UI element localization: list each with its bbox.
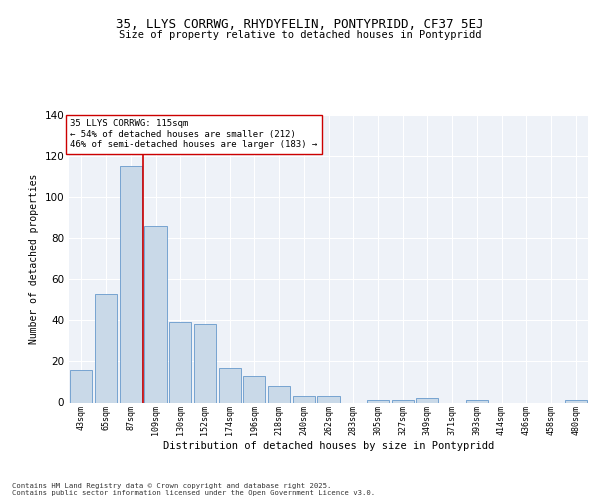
Bar [317, 396, 340, 402]
Bar [145, 226, 167, 402]
Bar [367, 400, 389, 402]
X-axis label: Distribution of detached houses by size in Pontypridd: Distribution of detached houses by size … [163, 441, 494, 451]
Bar [194, 324, 216, 402]
Bar [466, 400, 488, 402]
Bar [169, 322, 191, 402]
Bar [218, 368, 241, 402]
Y-axis label: Number of detached properties: Number of detached properties [29, 174, 39, 344]
Text: 35 LLYS CORRWG: 115sqm
← 54% of detached houses are smaller (212)
46% of semi-de: 35 LLYS CORRWG: 115sqm ← 54% of detached… [70, 120, 317, 149]
Bar [565, 400, 587, 402]
Bar [416, 398, 439, 402]
Bar [392, 400, 414, 402]
Bar [95, 294, 117, 403]
Text: Contains HM Land Registry data © Crown copyright and database right 2025.
Contai: Contains HM Land Registry data © Crown c… [12, 483, 375, 496]
Text: 35, LLYS CORRWG, RHYDYFELIN, PONTYPRIDD, CF37 5EJ: 35, LLYS CORRWG, RHYDYFELIN, PONTYPRIDD,… [116, 18, 484, 30]
Bar [119, 166, 142, 402]
Bar [268, 386, 290, 402]
Bar [70, 370, 92, 402]
Bar [293, 396, 315, 402]
Bar [243, 376, 265, 402]
Text: Size of property relative to detached houses in Pontypridd: Size of property relative to detached ho… [119, 30, 481, 40]
